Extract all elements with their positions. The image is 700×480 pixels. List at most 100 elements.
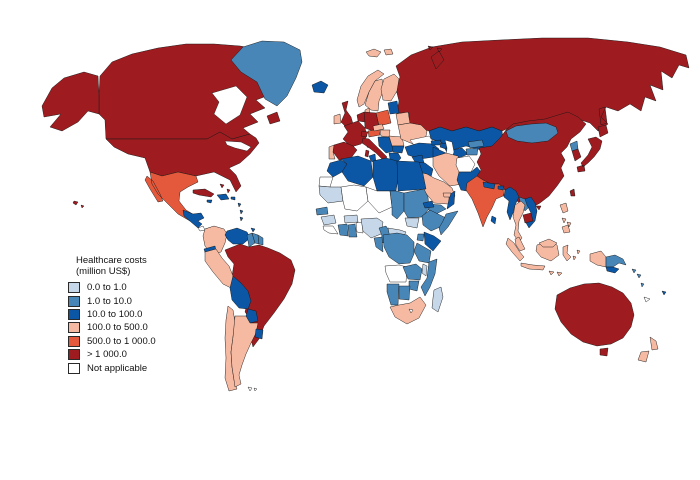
great-lakes <box>224 140 252 152</box>
country-svalbard <box>365 48 394 58</box>
legend-swatch-c6 <box>68 349 80 361</box>
country-egypt <box>396 160 427 192</box>
country-togo-benin <box>355 221 364 234</box>
country-india <box>465 175 506 228</box>
country-venezuela <box>224 227 251 245</box>
country-falkland-islands <box>247 386 258 392</box>
country-papua-new-guinea <box>605 254 627 268</box>
country-vanuatu <box>640 282 645 288</box>
legend-swatch-c3 <box>68 308 80 320</box>
legend-title-line1: Healthcare costs <box>76 255 147 266</box>
country-thailand <box>512 200 526 243</box>
legend-title-line2: (million US$) <box>76 266 131 277</box>
legend-label: Not applicable <box>87 362 148 374</box>
country-switzerland <box>360 130 369 138</box>
country-uganda <box>416 233 425 242</box>
country-fiji <box>661 290 667 296</box>
country-tajikistan <box>465 147 479 156</box>
country-cuba <box>192 188 215 198</box>
country-ireland <box>333 113 342 125</box>
country-sierra-leone-liberia <box>322 225 339 235</box>
legend-row: Not applicable <box>68 361 156 374</box>
country-norway <box>356 69 385 108</box>
country-finland <box>380 73 400 102</box>
country-bahamas <box>219 183 231 194</box>
country-bhutan <box>497 185 505 191</box>
country-czechia <box>372 123 385 132</box>
country-south-sudan <box>404 217 420 229</box>
country-chad <box>389 190 405 220</box>
legend-swatch-c2 <box>68 295 80 307</box>
country-zambia <box>402 263 423 281</box>
country-dr-congo <box>382 232 415 265</box>
legend-rows: 0.0 to 1.0 1.0 to 10.0 10.0 to 100.0 100… <box>68 281 156 375</box>
legend-row: 500.0 to 1 000.0 <box>68 335 156 348</box>
country-nepal <box>482 181 496 190</box>
country-somalia <box>438 210 459 236</box>
legend-row: 0.0 to 1.0 <box>68 281 156 294</box>
country-botswana <box>398 285 411 301</box>
country-hawaii <box>72 200 85 209</box>
country-ghana <box>347 223 358 238</box>
country-mexico <box>144 171 200 222</box>
country-united-states <box>105 131 260 193</box>
country-gabon-congo <box>373 236 384 253</box>
country-mozambique <box>420 258 438 297</box>
country-french-guiana <box>257 234 264 246</box>
country-united-kingdom <box>340 100 354 128</box>
country-kyrgyzstan <box>467 139 485 149</box>
country-georgia <box>430 139 442 146</box>
country-belarus <box>395 111 411 126</box>
country-namibia <box>386 283 400 306</box>
country-libya <box>372 157 399 192</box>
country-ivory-coast <box>337 223 349 237</box>
country-malawi <box>421 263 428 277</box>
legend-swatch-c5 <box>68 335 80 347</box>
country-hispaniola <box>216 193 230 201</box>
country-paraguay <box>245 308 259 324</box>
legend-label: 100.0 to 500.0 <box>87 322 148 334</box>
country-australia <box>554 282 635 357</box>
country-new-caledonia <box>643 296 651 303</box>
country-greenland <box>230 40 303 107</box>
country-guinea <box>320 214 337 226</box>
country-madagascar <box>431 286 444 313</box>
country-hungary <box>379 129 391 138</box>
country-mali <box>340 184 369 212</box>
country-mauritania <box>318 185 344 204</box>
country-alaska <box>41 71 100 132</box>
country-kenya <box>423 231 442 252</box>
country-burkina-faso <box>343 214 359 224</box>
country-south-korea <box>571 148 582 162</box>
country-south-africa <box>389 296 427 325</box>
country-myanmar <box>503 186 520 221</box>
country-japan <box>576 124 609 173</box>
country-baltic-states <box>387 100 400 115</box>
country-taiwan <box>569 188 576 197</box>
country-nigeria <box>360 217 384 239</box>
country-benelux <box>356 111 366 123</box>
country-spain <box>332 141 358 161</box>
country-sudan <box>403 188 430 219</box>
country-tanzania <box>413 242 432 264</box>
legend-row: 1.0 to 10.0 <box>68 294 156 307</box>
country-senegal <box>315 206 329 216</box>
legend-row: > 1 000.0 <box>68 348 156 361</box>
country-mongolia <box>505 122 559 144</box>
country-new-zealand <box>637 336 659 363</box>
country-lesotho <box>408 308 414 314</box>
country-russia <box>395 37 690 132</box>
country-uruguay <box>254 328 264 340</box>
legend-row: 10.0 to 100.0 <box>68 308 156 321</box>
country-western-sahara <box>318 176 334 188</box>
country-portugal <box>328 144 336 160</box>
legend-label: > 1 000.0 <box>87 349 127 361</box>
country-lesser-antilles <box>237 202 244 222</box>
country-afghanistan <box>455 155 476 173</box>
country-angola <box>384 264 408 283</box>
country-jamaica <box>206 199 213 204</box>
legend-label: 10.0 to 100.0 <box>87 308 143 320</box>
country-philippines <box>559 202 572 234</box>
legend-swatch-na <box>68 362 80 374</box>
